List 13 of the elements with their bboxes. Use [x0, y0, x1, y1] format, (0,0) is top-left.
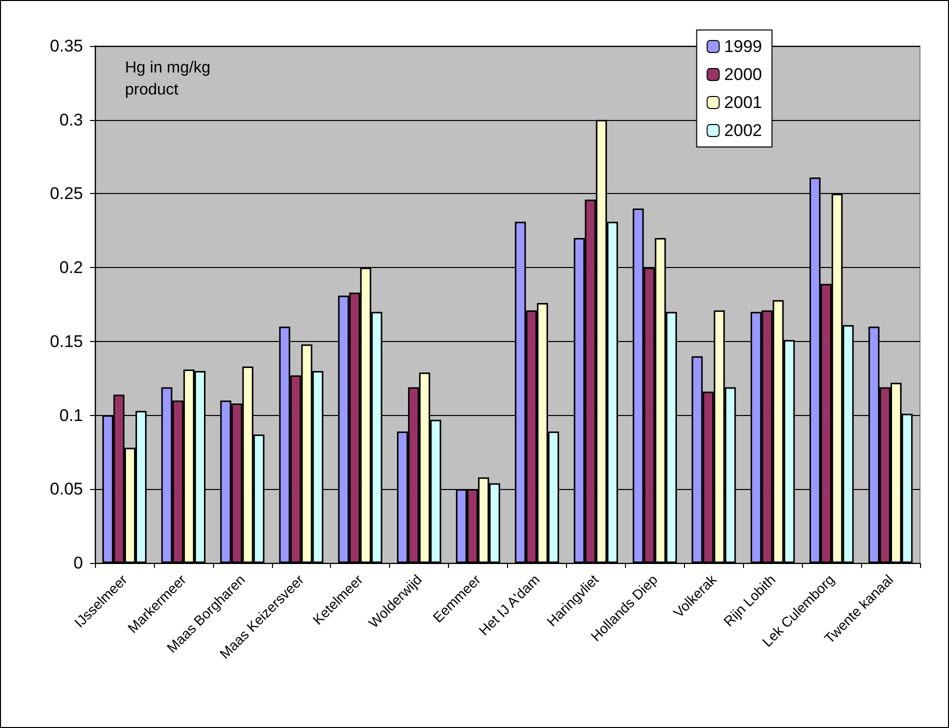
annotation: Hg in mg/kg product: [125, 60, 215, 98]
legend-label: 1999: [724, 37, 762, 56]
legend-label: 2000: [724, 65, 762, 84]
y-tick-label: 0.3: [59, 110, 83, 130]
y-tick-label: 0.35: [50, 36, 83, 56]
y-tick-label: 0.2: [59, 258, 83, 278]
y-tick-label: 0.1: [59, 406, 83, 425]
y-tick-label: 0.05: [50, 480, 83, 499]
legend-label: 2001: [724, 93, 762, 112]
legend-label: 2002: [724, 121, 762, 140]
y-tick-label: 0.25: [50, 184, 83, 204]
y-tick-label: 0: [74, 554, 83, 572]
y-tick-label: 0.15: [50, 332, 83, 351]
